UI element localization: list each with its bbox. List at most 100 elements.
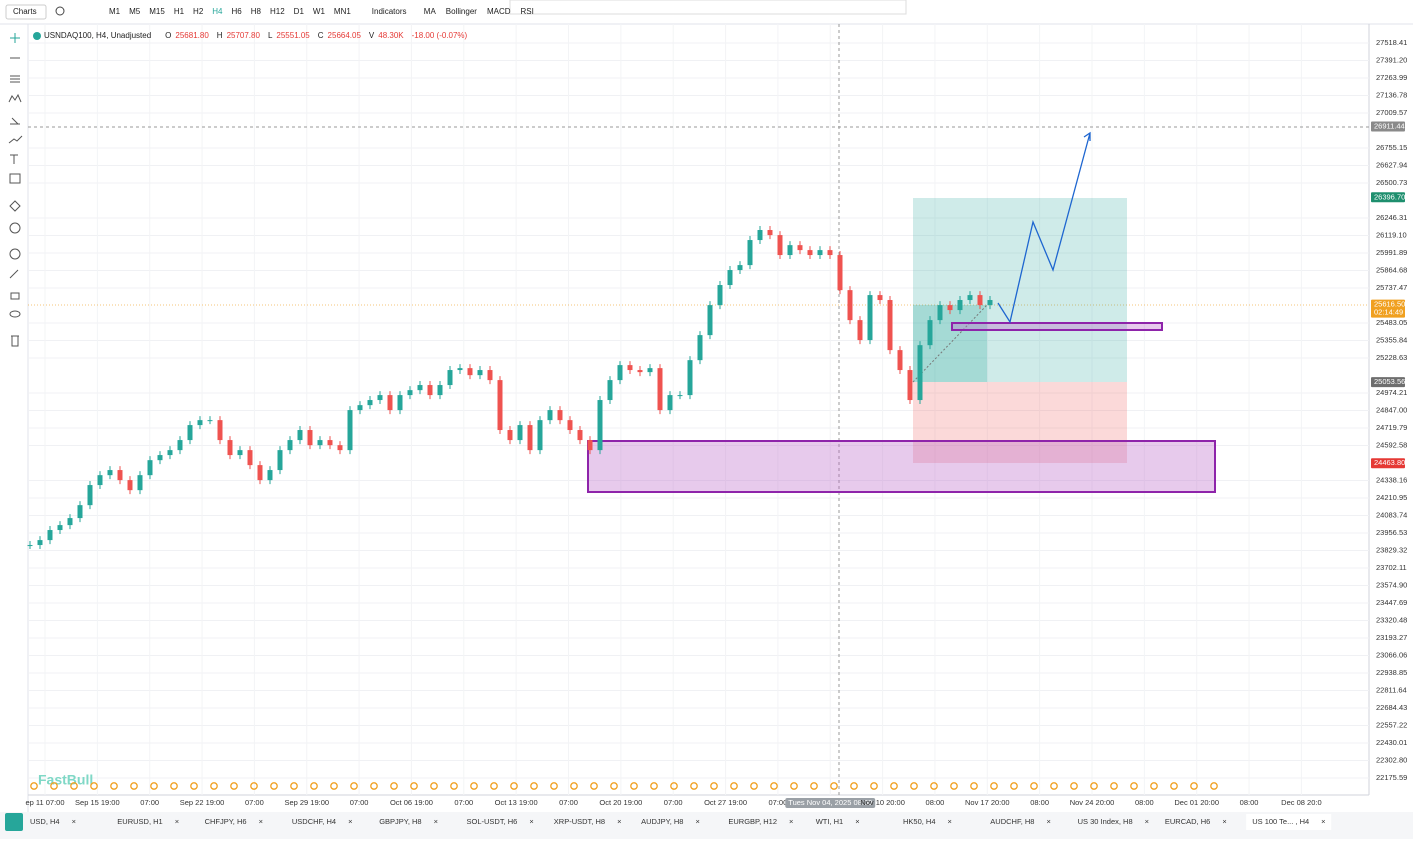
- event-marker[interactable]: [450, 782, 458, 790]
- interval-button[interactable]: H1: [174, 7, 185, 16]
- event-marker[interactable]: [550, 782, 558, 790]
- search-icon[interactable]: [55, 6, 65, 16]
- delete-tool[interactable]: [11, 335, 19, 347]
- event-marker[interactable]: [730, 782, 738, 790]
- event-marker[interactable]: [110, 782, 118, 790]
- event-marker[interactable]: [150, 782, 158, 790]
- event-marker[interactable]: [610, 782, 618, 790]
- event-marker[interactable]: [670, 782, 678, 790]
- event-marker[interactable]: [250, 782, 258, 790]
- event-marker[interactable]: [950, 782, 958, 790]
- event-marker[interactable]: [870, 782, 878, 790]
- tab[interactable]: GBPJPY, H8: [379, 817, 421, 826]
- forecast-tool[interactable]: [10, 117, 20, 125]
- event-marker[interactable]: [710, 782, 718, 790]
- event-marker[interactable]: [890, 782, 898, 790]
- lock-tool[interactable]: [10, 292, 20, 300]
- event-marker[interactable]: [50, 782, 58, 790]
- event-marker[interactable]: [970, 782, 978, 790]
- tab[interactable]: AUDJPY, H8: [641, 817, 683, 826]
- ruler-tool[interactable]: [9, 200, 21, 212]
- interval-button[interactable]: H6: [232, 7, 243, 16]
- event-marker[interactable]: [530, 782, 538, 790]
- event-marker[interactable]: [270, 782, 278, 790]
- event-marker[interactable]: [370, 782, 378, 790]
- event-marker[interactable]: [510, 782, 518, 790]
- study-button[interactable]: RSI: [521, 7, 534, 16]
- zoom-tool[interactable]: [9, 222, 21, 234]
- event-marker[interactable]: [190, 782, 198, 790]
- event-marker[interactable]: [410, 782, 418, 790]
- tab[interactable]: US 30 Index, H8: [1078, 817, 1133, 826]
- interval-button[interactable]: H8: [251, 7, 262, 16]
- event-marker[interactable]: [1010, 782, 1018, 790]
- charts-label[interactable]: Charts: [13, 7, 37, 16]
- study-button[interactable]: MA: [424, 7, 437, 16]
- event-marker[interactable]: [590, 782, 598, 790]
- event-marker[interactable]: [170, 782, 178, 790]
- event-marker[interactable]: [1170, 782, 1178, 790]
- tab[interactable]: EURUSD, H1: [117, 817, 162, 826]
- indicators-button[interactable]: Indicators: [372, 7, 407, 16]
- event-marker[interactable]: [570, 782, 578, 790]
- event-marker[interactable]: [790, 782, 798, 790]
- event-marker[interactable]: [310, 782, 318, 790]
- event-marker[interactable]: [90, 782, 98, 790]
- event-marker[interactable]: [990, 782, 998, 790]
- event-marker[interactable]: [430, 782, 438, 790]
- tab[interactable]: USD, H4: [30, 817, 60, 826]
- event-marker[interactable]: [770, 782, 778, 790]
- tab[interactable]: WTI, H1: [816, 817, 844, 826]
- tab[interactable]: EURGBP, H12: [728, 817, 777, 826]
- event-marker[interactable]: [1150, 782, 1158, 790]
- pattern-tool[interactable]: [8, 93, 22, 103]
- event-marker[interactable]: [290, 782, 298, 790]
- event-marker[interactable]: [210, 782, 218, 790]
- event-marker[interactable]: [810, 782, 818, 790]
- tab[interactable]: AUDCHF, H8: [990, 817, 1034, 826]
- crosshair-tool[interactable]: [10, 33, 20, 43]
- event-marker[interactable]: [1110, 782, 1118, 790]
- event-marker[interactable]: [1190, 782, 1198, 790]
- fib-tool[interactable]: [10, 75, 20, 83]
- draw-tool[interactable]: [9, 269, 19, 279]
- event-marker[interactable]: [30, 782, 38, 790]
- tab[interactable]: EURCAD, H6: [1165, 817, 1210, 826]
- event-marker[interactable]: [750, 782, 758, 790]
- trend-tool[interactable]: [8, 135, 23, 144]
- interval-button[interactable]: H4: [212, 7, 223, 16]
- magnet-tool[interactable]: [9, 248, 21, 260]
- tab[interactable]: USDCHF, H4: [292, 817, 336, 826]
- text-tool[interactable]: [10, 154, 18, 164]
- interval-button[interactable]: H2: [193, 7, 204, 16]
- event-marker[interactable]: [930, 782, 938, 790]
- event-marker[interactable]: [1070, 782, 1078, 790]
- event-marker[interactable]: [1090, 782, 1098, 790]
- interval-button[interactable]: MN1: [334, 7, 351, 16]
- interval-button[interactable]: M15: [149, 7, 165, 16]
- event-marker[interactable]: [470, 782, 478, 790]
- charts-button[interactable]: [5, 4, 47, 20]
- interval-button[interactable]: M1: [109, 7, 121, 16]
- interval-button[interactable]: M5: [129, 7, 141, 16]
- event-marker[interactable]: [330, 782, 338, 790]
- event-marker[interactable]: [1210, 782, 1218, 790]
- event-marker[interactable]: [1130, 782, 1138, 790]
- event-marker[interactable]: [830, 782, 838, 790]
- study-button[interactable]: Bollinger: [446, 7, 477, 16]
- favorite-button[interactable]: [5, 813, 23, 831]
- event-marker[interactable]: [850, 782, 858, 790]
- event-marker[interactable]: [1050, 782, 1058, 790]
- event-marker[interactable]: [910, 782, 918, 790]
- event-marker[interactable]: [690, 782, 698, 790]
- event-marker[interactable]: [70, 782, 78, 790]
- event-marker[interactable]: [1030, 782, 1038, 790]
- interval-button[interactable]: H12: [270, 7, 285, 16]
- event-marker[interactable]: [630, 782, 638, 790]
- event-marker[interactable]: [650, 782, 658, 790]
- tab[interactable]: XRP-USDT, H8: [554, 817, 605, 826]
- event-marker[interactable]: [390, 782, 398, 790]
- study-button[interactable]: MACD: [487, 7, 511, 16]
- tab[interactable]: US 100 Te... , H4: [1252, 817, 1309, 826]
- hide-tool[interactable]: [9, 310, 21, 318]
